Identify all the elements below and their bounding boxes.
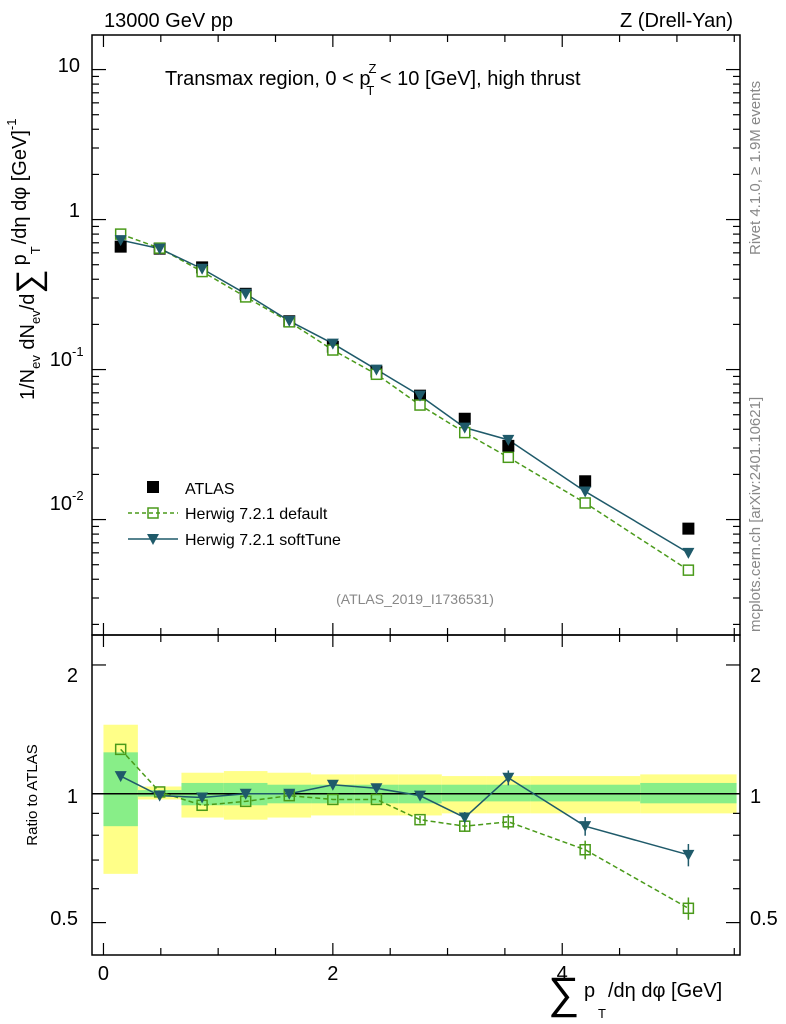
svg-text:T: T [598, 1006, 606, 1021]
svg-text:10: 10 [50, 493, 72, 515]
softtune-line-ratio [120, 775, 689, 856]
ratio-y-tick-2: 2 [67, 665, 78, 687]
softtune-ratio-point-3 [239, 788, 252, 800]
band-inner-0 [103, 752, 138, 827]
default-ratio-point-0 [114, 743, 127, 756]
y-tick-label-1e-1: 10 -1 [50, 344, 84, 371]
header-left: 13000 GeV pp [104, 10, 233, 32]
default-point-9 [502, 451, 515, 464]
softtune-ratio-point-8 [458, 812, 471, 824]
legend-default-label: Herwig 7.2.1 default [185, 506, 328, 523]
softtune-ratio-point-11 [682, 849, 695, 861]
softtune-point-1 [153, 243, 166, 255]
legend-soft-marker [147, 534, 159, 545]
svg-text:10: 10 [50, 349, 72, 371]
legend-atlas-marker [147, 481, 159, 493]
softtune-ratio-point-10 [579, 821, 592, 833]
legend: ATLAS Herwig 7.2.1 default Herwig 7.2.1 … [128, 481, 341, 549]
atlas-point-0 [114, 240, 127, 253]
x-tick-label-2: 2 [327, 963, 338, 985]
softtune-ratio-point-4 [283, 788, 296, 800]
svg-text:-1: -1 [72, 344, 84, 359]
default-ratio-point-7 [414, 813, 426, 826]
ratio-y-tick-right-2: 2 [750, 665, 761, 687]
default-ratio-point-11 [682, 902, 695, 915]
ratio-y-axis-label: Ratio to ATLAS [24, 744, 41, 845]
softtune-point-6 [370, 364, 383, 376]
rivet-label: Rivet 4.1.0, ≥ 1.9M events [747, 81, 764, 255]
default-ratio-point-10 [579, 843, 591, 856]
softtune-point-9 [502, 434, 515, 446]
legend-default-marker [147, 507, 159, 519]
ratio-y-tick-right-0.5: 0.5 [750, 908, 778, 930]
ratio-frame [91, 634, 741, 956]
default-point-11 [682, 564, 695, 576]
softtune-ratio-point-0 [114, 771, 127, 783]
softtune-point-10 [579, 486, 592, 498]
softtune-point-4 [283, 315, 296, 327]
ratio-y-tick-1: 1 [67, 786, 78, 808]
y-tick-label-10: 10 [58, 55, 80, 77]
mcplots-label: mcplots.cern.ch [arXiv:2401.10621] [747, 397, 764, 632]
svg-text:∑: ∑ [548, 969, 579, 1018]
legend-atlas-label: ATLAS [185, 481, 235, 498]
atlas-point-10 [579, 475, 592, 488]
softtune-point-2 [196, 263, 209, 275]
atlas-point-8 [458, 412, 471, 425]
softtune-ratio-point-1 [153, 790, 166, 802]
ratio-y-tick-right-1: 1 [750, 786, 761, 808]
analysis-watermark: (ATLAS_2019_I1736531) [336, 591, 494, 607]
default-ratio-point-5 [327, 793, 339, 806]
atlas-point-11 [682, 522, 695, 535]
default-line-main [120, 233, 689, 571]
softtune-ratio-point-2 [196, 792, 209, 804]
svg-text:1/Nev dNev/d∑pT/dη dφ [GeV]-1: 1/Nev dNev/d∑pT/dη dφ [GeV]-1 [4, 119, 48, 400]
legend-soft-label: Herwig 7.2.1 softTune [185, 532, 341, 549]
softtune-ratio-point-7 [414, 790, 427, 802]
main-y-tick-labels: 10 -2 10 -1 1 10 [50, 55, 84, 515]
header-right: Z (Drell-Yan) [620, 10, 733, 32]
default-line-ratio [120, 748, 689, 909]
default-point-10 [579, 497, 591, 509]
data-series [114, 228, 695, 920]
axis-ticks [92, 35, 740, 955]
softtune-point-0 [114, 235, 127, 247]
ratio-y-tick-0.5: 0.5 [50, 908, 78, 930]
y-tick-label-1e-2: 10 -2 [50, 488, 84, 515]
x-tick-label-0: 0 [98, 963, 109, 985]
softtune-ratio-point-5 [326, 779, 339, 791]
main-y-axis-label: 1/Nev dNev/d∑pT/dη dφ [GeV]-1 [4, 119, 48, 400]
softtune-ratio-point-9 [502, 772, 515, 784]
svg-text:/dη dφ [GeV]: /dη dφ [GeV] [608, 980, 722, 1002]
softtune-point-5 [326, 338, 339, 350]
x-axis-label: ∑ p T /dη dφ [GeV] [548, 969, 722, 1021]
softtune-point-8 [458, 422, 471, 434]
default-ratio-point-6 [370, 793, 383, 806]
softtune-line-main [120, 239, 689, 554]
softtune-point-7 [414, 390, 427, 402]
softtune-point-11 [682, 547, 695, 559]
svg-text:p: p [584, 980, 595, 1002]
svg-text:-2: -2 [72, 488, 84, 503]
chart-title: Transmax region, 0 < pZ T < 10 [GeV], hig… [165, 61, 581, 98]
x-tick-label-4: 4 [557, 963, 568, 985]
softtune-ratio-point-6 [370, 783, 383, 795]
y-tick-label-1: 1 [69, 200, 80, 222]
default-ratio-point-9 [502, 816, 515, 828]
softtune-point-3 [239, 288, 252, 300]
atlas-point-9 [502, 439, 515, 452]
